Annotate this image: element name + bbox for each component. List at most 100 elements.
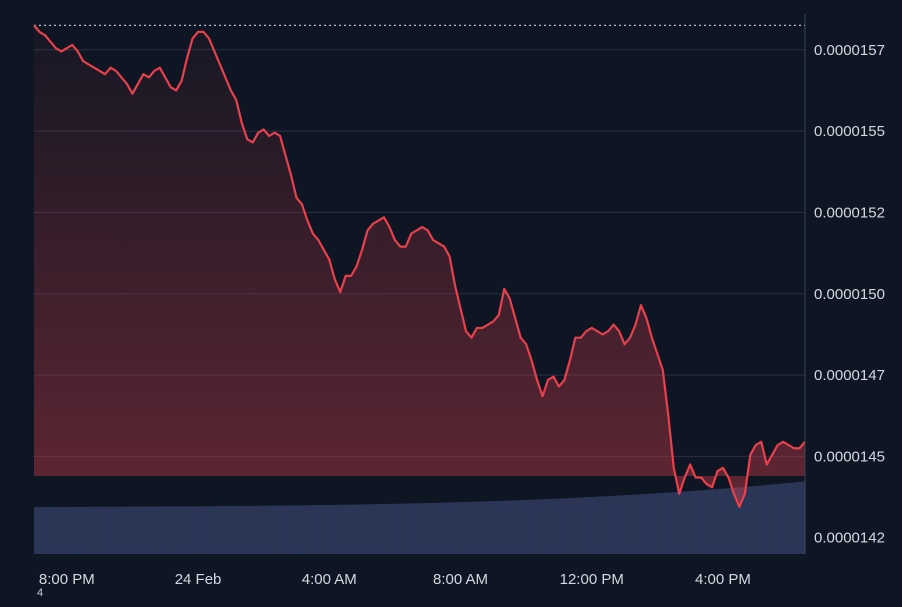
volume-bar (605, 496, 610, 554)
volume-bar (755, 485, 761, 554)
volume-bar (549, 498, 554, 554)
volume-bar (654, 493, 659, 554)
volume-bar (479, 501, 484, 554)
volume-bar (296, 505, 301, 554)
volume-bar (282, 505, 287, 554)
volume-bar (503, 500, 508, 554)
volume-bar (524, 499, 529, 554)
volume-bar (48, 506, 53, 554)
volume-bar (727, 488, 733, 554)
volume-bar (251, 505, 256, 554)
volume-bar (384, 503, 389, 554)
volume-bar (493, 501, 498, 554)
volume-bar (160, 506, 165, 554)
volume-bar (591, 496, 596, 554)
volume-bar (769, 484, 775, 554)
volume-bar (745, 486, 750, 554)
y-tick-label: 0.0000152 (814, 204, 885, 221)
volume-bar (619, 495, 624, 554)
volume-bar (405, 503, 410, 554)
volume-bar (219, 506, 224, 554)
volume-bar (223, 506, 228, 554)
volume-bar (37, 506, 42, 554)
volume-bar (170, 506, 175, 554)
volume-bar (507, 500, 512, 554)
volume-bar (191, 506, 196, 554)
volume-bar (118, 506, 123, 554)
volume-bar (328, 504, 333, 554)
volume-bar (675, 491, 680, 554)
volume-bar (394, 503, 400, 554)
volume-bar (359, 504, 365, 554)
volume-bar (776, 483, 782, 554)
volume-bar (430, 502, 435, 554)
volume-bar (496, 500, 501, 554)
volume-bar (321, 505, 326, 554)
volume-bar (286, 505, 291, 554)
volume-bar (349, 504, 354, 554)
volume-bar (177, 506, 182, 554)
volume-bar (556, 498, 561, 554)
volume-bar (584, 497, 589, 554)
volume-bar (174, 506, 179, 554)
volume-bar (783, 483, 789, 554)
volume-bar (247, 505, 252, 554)
price-area (34, 25, 805, 507)
volume-bar (380, 504, 386, 554)
volume-bar (465, 501, 470, 554)
volume-bar (387, 503, 393, 554)
volume-bar (601, 496, 606, 554)
x-tick-label: 4:00 AM (302, 571, 357, 588)
volume-bar (447, 502, 452, 554)
volume-bar (149, 506, 154, 554)
volume-bar (615, 495, 620, 554)
volume-bar (528, 499, 533, 554)
volume-bar (717, 488, 722, 554)
volume-bar (458, 502, 463, 554)
volume-bar (125, 506, 130, 554)
corner-mark: 4 (37, 587, 44, 599)
volume-bar (437, 502, 442, 554)
volume-bar (342, 504, 347, 554)
volume-bar (559, 498, 564, 554)
volume-bars (34, 481, 806, 554)
volume-bar (797, 481, 803, 554)
volume-bar (419, 503, 424, 554)
volume-bar (51, 506, 56, 554)
volume-bar (608, 496, 613, 554)
volume-bar (594, 496, 599, 554)
volume-bar (643, 493, 648, 554)
y-tick-label: 0.0000145 (814, 448, 885, 465)
volume-bar (254, 505, 259, 554)
volume-bar (156, 506, 161, 554)
volume-bar (135, 506, 140, 554)
volume-bar (212, 506, 217, 554)
volume-bar (237, 506, 242, 554)
volume-bar (454, 502, 459, 554)
volume-bar (377, 504, 382, 554)
volume-bar (44, 506, 49, 554)
volume-bar (482, 501, 487, 554)
volume-bar (121, 506, 126, 554)
x-tick-label: 8:00 AM (433, 571, 488, 588)
volume-bar (661, 492, 666, 554)
volume-bar (580, 497, 585, 554)
volume-bar (472, 501, 477, 554)
volume-bar (104, 506, 109, 554)
volume-bar (317, 505, 322, 554)
volume-bar (391, 503, 396, 554)
volume-bar (706, 489, 711, 554)
volume-bar (475, 501, 480, 554)
volume-bar (90, 506, 95, 554)
volume-bar (657, 493, 662, 554)
volume-bar (692, 490, 697, 554)
volume-bar (300, 505, 305, 554)
volume-bar (142, 506, 147, 554)
volume-bar (111, 506, 116, 554)
volume-bar (303, 505, 308, 554)
volume-bar (650, 493, 655, 554)
volume-bar (500, 500, 505, 554)
volume-bar (640, 494, 645, 554)
volume-bar (265, 505, 270, 554)
